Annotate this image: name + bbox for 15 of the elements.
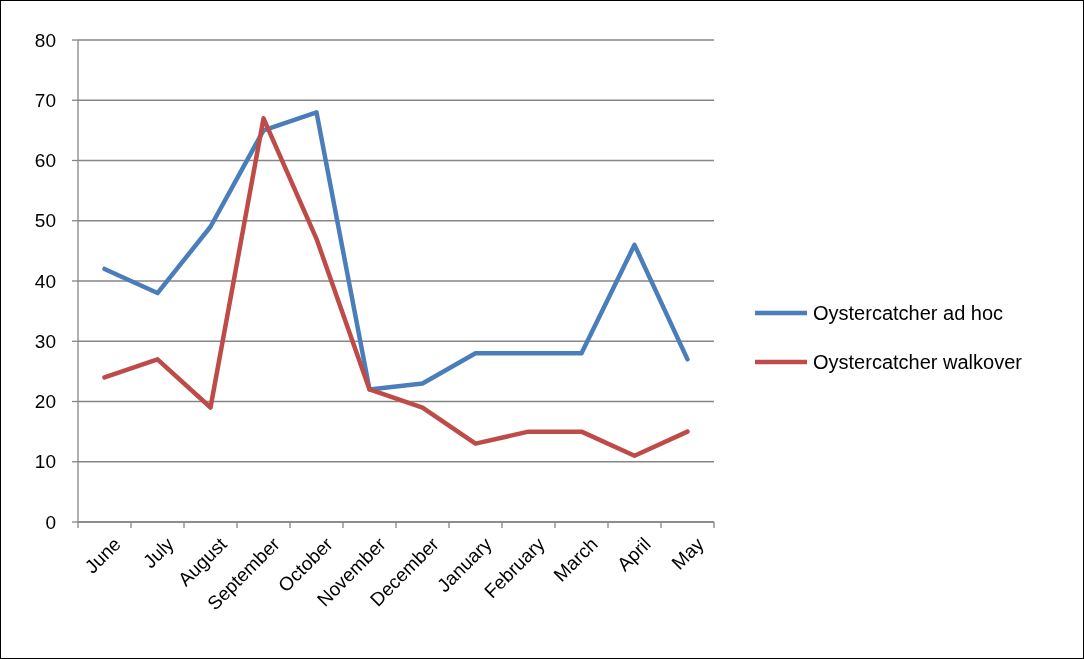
legend-label: Oystercatcher ad hoc [813,302,1004,324]
line-series [102,110,690,392]
x-tick-label: July [138,533,179,573]
y-tick-label: 0 [45,511,56,533]
y-tick-label: 10 [34,451,56,473]
y-tick-label: 40 [34,270,56,292]
y-tick-label: 80 [34,29,56,51]
y-tick-label: 60 [34,150,56,172]
y-tick-label: 20 [34,391,56,413]
x-tick-label: May [667,533,709,574]
line-series [102,116,690,458]
legend-label: Oystercatcher walkover [813,351,1023,373]
y-tick-label: 30 [34,330,56,352]
y-tick-label: 50 [34,210,56,232]
y-tick-label: 70 [34,89,56,111]
